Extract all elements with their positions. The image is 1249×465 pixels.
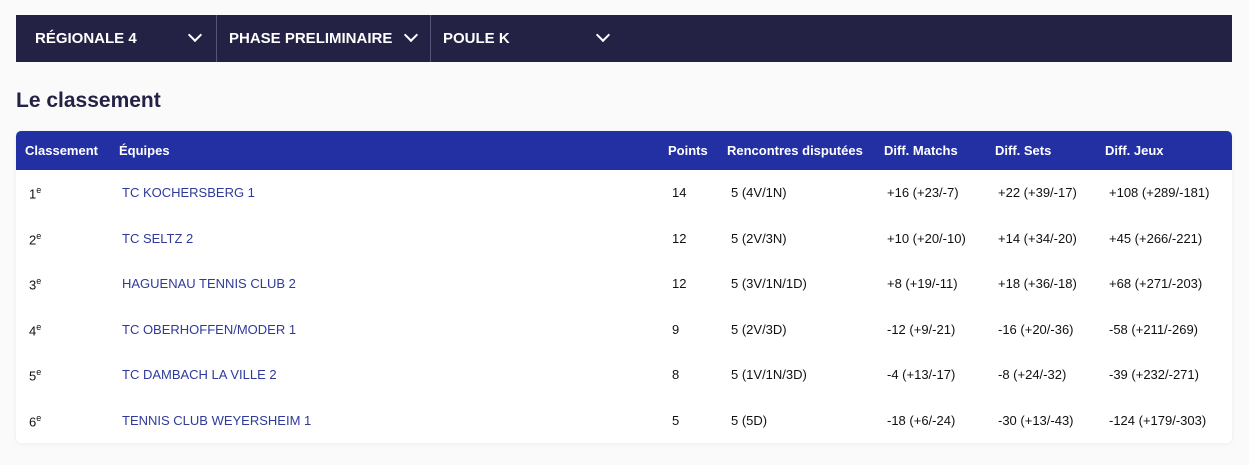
diff-matchs: -18 (+6/-24) <box>887 412 956 428</box>
team-link[interactable]: HAGUENAU TENNIS CLUB 2 <box>122 276 296 291</box>
points: 14 <box>672 185 687 200</box>
diff-sets: -8 (+24/-32) <box>998 367 1067 382</box>
team-link[interactable]: TC KOCHERSBERG 1 <box>122 185 255 200</box>
header-diff-jeux: Diff. Jeux <box>1105 143 1164 158</box>
team-link[interactable]: TC SELTZ 2 <box>122 230 194 246</box>
phase-dropdown[interactable]: PHASE PRELIMINAIRE <box>216 15 430 62</box>
diff-jeux: +68 (+271/-203) <box>1109 276 1203 291</box>
points: 5 <box>672 412 680 428</box>
header-points: Points <box>668 143 708 158</box>
rencontres: 5 (2V/3N) <box>731 230 787 246</box>
diff-sets: -16 (+20/-36) <box>998 321 1074 337</box>
diff-jeux: -124 (+179/-303) <box>1109 412 1207 428</box>
table-row: 5e TC DAMBACH LA VILLE 2 8 5 (1V/1N/3D) … <box>16 352 1232 398</box>
header-diff-matchs: Diff. Matchs <box>884 143 958 158</box>
poule-label: POULE K <box>443 30 510 47</box>
diff-sets: +18 (+36/-18) <box>998 276 1077 291</box>
rank: 3e <box>29 276 42 293</box>
diff-matchs: -4 (+13/-17) <box>887 367 956 382</box>
chevron-down-icon <box>403 27 419 43</box>
team-link[interactable]: TC DAMBACH LA VILLE 2 <box>122 367 277 382</box>
page-title: Le classement <box>16 89 161 112</box>
diff-matchs: -12 (+9/-21) <box>887 321 956 337</box>
table-header: Classement Équipes Points Rencontres dis… <box>16 131 1232 170</box>
diff-jeux: -58 (+211/-269) <box>1109 321 1199 337</box>
team-link[interactable]: TENNIS CLUB WEYERSHEIM 1 <box>122 412 312 428</box>
diff-sets: -30 (+13/-43) <box>998 412 1074 428</box>
diff-matchs: +8 (+19/-11) <box>887 276 958 291</box>
rencontres: 5 (5D) <box>731 412 768 428</box>
table-row: 2e TC SELTZ 2 12 5 (2V/3N) +10 (+20/-10)… <box>16 216 1232 262</box>
diff-matchs: +16 (+23/-7) <box>887 185 959 200</box>
standings-table: Classement Équipes Points Rencontres dis… <box>16 131 1232 443</box>
diff-jeux: +108 (+289/-181) <box>1109 185 1210 200</box>
chevron-down-icon <box>595 27 611 43</box>
header-rencontres: Rencontres disputées <box>727 143 863 158</box>
rank: 2e <box>29 230 42 247</box>
diff-jeux: +45 (+266/-221) <box>1109 230 1203 246</box>
rank-suffix: e <box>36 367 42 377</box>
table-row: 1e TC KOCHERSBERG 1 14 5 (4V/1N) +16 (+2… <box>16 170 1232 216</box>
points: 8 <box>672 367 680 382</box>
rank: 5e <box>29 367 42 384</box>
rank-suffix: e <box>36 185 42 195</box>
table-row: 4e TC OBERHOFFEN/MODER 1 9 5 (2V/3D) -12… <box>16 307 1232 353</box>
header-classement: Classement <box>25 143 98 158</box>
rank-suffix: e <box>36 276 42 286</box>
rank: 4e <box>29 321 42 338</box>
table-row: 6e TENNIS CLUB WEYERSHEIM 1 5 5 (5D) -18… <box>16 398 1232 444</box>
table-row: 3e HAGUENAU TENNIS CLUB 2 12 5 (3V/1N/1D… <box>16 261 1232 307</box>
phase-label: PHASE PRELIMINAIRE <box>229 30 393 47</box>
rencontres: 5 (2V/3D) <box>731 321 787 337</box>
chevron-down-icon <box>187 27 203 43</box>
diff-sets: +22 (+39/-17) <box>998 185 1077 200</box>
division-dropdown[interactable]: RÉGIONALE 4 <box>16 15 216 62</box>
rank: 6e <box>29 412 42 429</box>
diff-jeux: -39 (+232/-271) <box>1109 367 1199 382</box>
rencontres: 5 (3V/1N/1D) <box>731 276 807 291</box>
rencontres: 5 (1V/1N/3D) <box>731 367 807 382</box>
points: 9 <box>672 321 680 337</box>
rank-suffix: e <box>36 412 42 423</box>
team-link[interactable]: TC OBERHOFFEN/MODER 1 <box>122 321 297 337</box>
header-equipes: Équipes <box>119 143 170 158</box>
diff-sets: +14 (+34/-20) <box>998 230 1077 246</box>
rank: 1e <box>29 185 42 202</box>
division-label: RÉGIONALE 4 <box>35 30 137 47</box>
filter-bar: RÉGIONALE 4 PHASE PRELIMINAIRE POULE K <box>16 15 1232 62</box>
rank-suffix: e <box>36 321 42 332</box>
points: 12 <box>672 276 687 291</box>
points: 12 <box>672 230 687 246</box>
header-diff-sets: Diff. Sets <box>995 143 1052 158</box>
rank-suffix: e <box>36 230 42 241</box>
poule-dropdown[interactable]: POULE K <box>430 15 620 62</box>
rencontres: 5 (4V/1N) <box>731 185 787 200</box>
diff-matchs: +10 (+20/-10) <box>887 230 966 246</box>
